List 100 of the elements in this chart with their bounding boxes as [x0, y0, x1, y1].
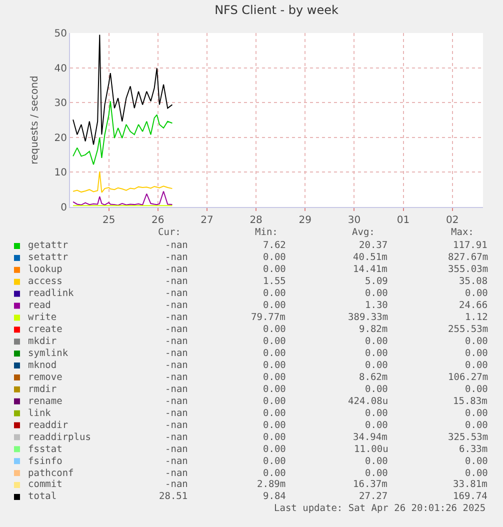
legend-label: write: [28, 312, 57, 323]
text: -nan: [165, 288, 188, 299]
text: 0.00: [465, 288, 488, 299]
text: -nan: [165, 264, 188, 275]
text: -nan: [165, 348, 188, 359]
legend-label: mkdir: [28, 336, 57, 347]
y-tick-label: 10: [54, 168, 67, 179]
text: 16.37m: [353, 479, 388, 490]
text: 0.00: [365, 288, 388, 299]
text: 0.00: [263, 348, 286, 359]
legend-label: total: [28, 491, 57, 502]
text: -nan: [165, 300, 188, 311]
text: 0.00: [263, 336, 286, 347]
text: 0.00: [263, 444, 286, 455]
x-tick-label: 30: [348, 215, 361, 226]
legend-label: fsstat: [28, 444, 62, 455]
legend-label: rename: [28, 396, 63, 407]
text: 15.83m: [453, 396, 488, 407]
line-series: [72, 171, 173, 193]
y-tick-label: 20: [54, 132, 67, 144]
legend-label: readdir: [28, 420, 68, 431]
text: 79.77m: [251, 312, 286, 323]
legend-label: lookup: [28, 264, 63, 275]
legend-label: symlink: [28, 348, 68, 359]
text: 33.81m: [453, 479, 488, 490]
text: 0.00: [465, 360, 488, 371]
text: 0.00: [365, 456, 388, 467]
text: 0.00: [365, 336, 388, 347]
text: 0.00: [263, 288, 286, 299]
text: 24.66: [459, 300, 488, 311]
text: 0.00: [263, 384, 286, 395]
text: 325.53m: [448, 432, 488, 443]
text: 40.51m: [353, 252, 388, 263]
x-tick-label: 29: [298, 215, 312, 226]
legend-label: setattr: [28, 252, 68, 263]
text: 0.00: [263, 468, 286, 479]
text: -nan: [165, 396, 188, 407]
text: -nan: [165, 468, 188, 479]
text: 0.00: [263, 372, 286, 383]
text: 0.00: [365, 384, 388, 395]
text: 0.00: [465, 384, 488, 395]
text: 0.00: [465, 420, 488, 431]
text: -nan: [165, 336, 188, 347]
text: 14.41m: [353, 264, 388, 275]
text: 0.00: [263, 420, 286, 431]
text: -nan: [165, 276, 188, 287]
y-tick-label: 50: [54, 28, 67, 40]
text: 355.03m: [448, 264, 488, 275]
text: 117.91: [453, 240, 488, 251]
legend-label: pathconf: [28, 468, 74, 479]
text: 2.89m: [257, 479, 286, 490]
y-tick-label: 40: [54, 63, 67, 74]
legend-label: mknod: [28, 360, 57, 371]
text: -nan: [165, 240, 188, 251]
x-tick-label: 01: [396, 215, 410, 226]
text: 5.09: [365, 276, 388, 287]
text: 9.84: [263, 491, 286, 502]
text: -nan: [165, 408, 188, 419]
text: 1.55: [263, 276, 286, 287]
legend-label: access: [28, 276, 62, 287]
text: 0.00: [465, 408, 488, 419]
text: 0.00: [263, 408, 286, 419]
text: 0.00: [263, 252, 286, 263]
x-tick-label: 28: [250, 215, 262, 226]
text: 0.00: [263, 324, 286, 335]
legend-label: getattr: [28, 240, 68, 251]
text: 6.33m: [459, 444, 488, 455]
text: 389.33m: [348, 312, 388, 323]
text: -nan: [165, 384, 188, 395]
text: 424.08u: [348, 396, 388, 407]
text: -nan: [165, 372, 188, 383]
legend-label: rmdir: [28, 384, 57, 395]
text: 0.00: [465, 456, 488, 467]
line-series: [72, 34, 173, 146]
text: 7.62: [263, 240, 286, 251]
x-tick-label: 25: [102, 215, 116, 226]
text: 11.00u: [354, 444, 388, 455]
text: 8.62m: [359, 372, 388, 383]
text: Cur:: [158, 227, 181, 238]
text: -nan: [165, 420, 188, 431]
text: 0.00: [263, 456, 286, 467]
text: 0.00: [365, 408, 388, 419]
legend-label: remove: [28, 372, 63, 383]
text: 1.30: [365, 300, 388, 311]
text: 20.37: [359, 240, 388, 251]
text: 0.00: [365, 468, 388, 479]
x-tick-label: 02: [446, 215, 459, 226]
line-series: [72, 190, 173, 206]
legend-label: commit: [28, 479, 62, 490]
y-tick-label: 30: [54, 98, 67, 110]
text: -nan: [165, 360, 188, 371]
text: 0.00: [365, 360, 388, 371]
text: 0.00: [263, 300, 286, 311]
text: 0.00: [365, 348, 388, 359]
text: 0.00: [465, 348, 488, 359]
chart-title: NFS Client - by week: [214, 3, 338, 18]
text: -nan: [165, 444, 188, 455]
text: Min:: [255, 227, 278, 238]
legend-label: link: [28, 408, 52, 419]
text: -nan: [165, 479, 188, 490]
